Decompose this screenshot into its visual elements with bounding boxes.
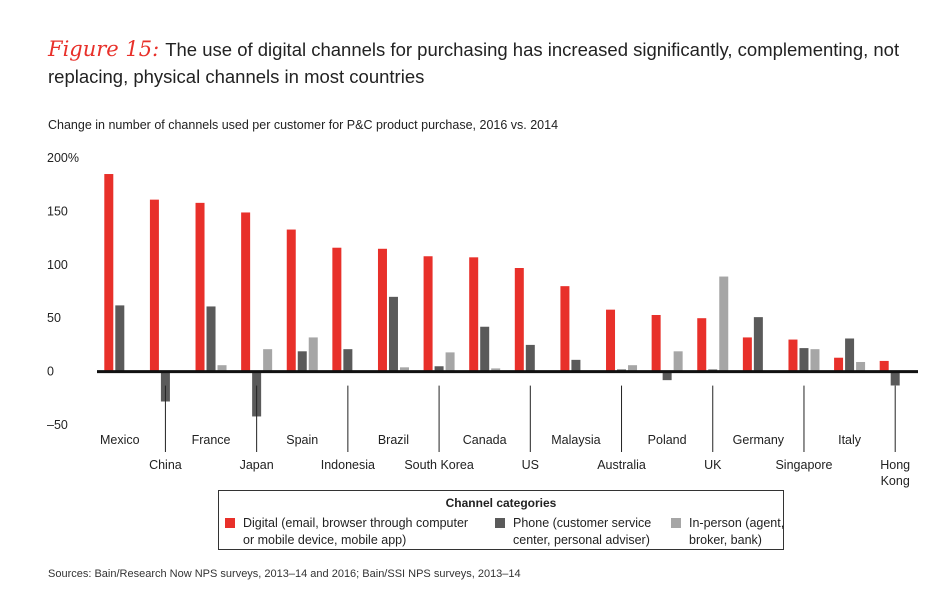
category-label-poland: Poland (648, 433, 687, 447)
category-label-brazil: Brazil (378, 433, 409, 447)
bar-mexico-digital (104, 174, 114, 372)
category-label-china: China (149, 458, 182, 472)
bar-germany-phone (753, 317, 763, 372)
bar-poland-in-person (673, 351, 683, 372)
figure-title-text: The use of digital channels for purchasi… (48, 39, 900, 87)
figure-label: Figure 15: (48, 37, 160, 61)
bar-singapore-in-person (810, 349, 820, 372)
bar-canada-digital (469, 257, 479, 372)
bar-uk-in-person (719, 276, 729, 372)
bar-france-phone (206, 306, 216, 372)
bar-singapore-phone (799, 348, 809, 372)
chart-subtitle: Change in number of channels used per cu… (48, 118, 559, 132)
bar-china-digital (149, 199, 159, 372)
bar-italy-digital (834, 357, 844, 372)
bar-hong-kong-digital (879, 360, 889, 372)
bar-uk-digital (697, 318, 707, 372)
bar-japan-digital (241, 212, 251, 372)
category-label-australia: Australia (597, 458, 646, 472)
category-label-hong-kong: Hong (880, 458, 910, 472)
y-tick-label: 100 (47, 258, 68, 272)
category-label-mexico: Mexico (100, 433, 140, 447)
y-tick-label: 0 (47, 365, 54, 379)
bar-us-phone (525, 344, 535, 372)
legend-digital-line2: or mobile device, mobile app) (243, 533, 407, 547)
category-label-indonesia: Indonesia (321, 458, 375, 472)
bar-australia-in-person (628, 365, 638, 372)
bar-malaysia-digital (560, 286, 570, 372)
bar-france-digital (195, 202, 205, 372)
bar-poland-phone (662, 371, 672, 381)
bar-japan-in-person (263, 349, 273, 372)
bar-germany-digital (742, 337, 752, 372)
legend-digital-line1: Digital (email, browser through computer (243, 516, 469, 530)
y-tick-label: 150 (47, 204, 68, 218)
legend-swatch-phone (495, 518, 505, 528)
bar-south-korea-phone (434, 366, 444, 372)
category-label-malaysia: Malaysia (551, 433, 600, 447)
legend-in-person-line2: broker, bank) (689, 533, 762, 547)
bar-indonesia-digital (332, 247, 342, 372)
bar-hong-kong-phone (890, 371, 900, 386)
bar-brazil-in-person (399, 367, 409, 372)
category-label-spain: Spain (286, 433, 318, 447)
bar-france-in-person (217, 365, 227, 372)
bar-italy-phone (845, 338, 855, 372)
bar-south-korea-in-person (445, 352, 455, 372)
bar-malaysia-phone (571, 359, 581, 372)
bar-brazil-digital (377, 248, 387, 372)
category-label-south-korea: South Korea (404, 458, 474, 472)
chart-legend: Channel categories Digital (email, brows… (218, 490, 784, 550)
category-label-singapore: Singapore (775, 458, 832, 472)
category-label-uk: UK (704, 458, 722, 472)
legend-swatch-in-person (671, 518, 681, 528)
figure-title: Figure 15: The use of digital channels fo… (48, 36, 928, 90)
legend-phone-line1: Phone (customer service (513, 516, 652, 530)
bar-indonesia-phone (343, 349, 353, 372)
category-label-japan: Japan (240, 458, 274, 472)
category-label-italy: Italy (838, 433, 862, 447)
bar-canada-phone (480, 326, 490, 372)
category-label-france: France (192, 433, 231, 447)
bar-singapore-digital (788, 339, 798, 372)
y-tick-label: 200% (47, 151, 79, 165)
source-note: Sources: Bain/Research Now NPS surveys, … (48, 568, 521, 580)
bar-italy-in-person (856, 361, 866, 372)
bar-canada-in-person (491, 368, 501, 372)
legend-title: Channel categories (445, 496, 557, 510)
bar-us-digital (514, 268, 524, 372)
category-label-us: US (522, 458, 539, 472)
bar-poland-digital (651, 314, 661, 372)
bar-spain-digital (286, 229, 296, 372)
category-label-hong-kong: Kong (881, 474, 910, 488)
bar-australia-digital (606, 309, 616, 372)
bar-spain-phone (297, 351, 307, 372)
legend-phone-line2: center, personal adviser) (513, 533, 650, 547)
category-label-germany: Germany (733, 433, 785, 447)
y-tick-label: –50 (47, 418, 68, 432)
bar-mexico-phone (115, 305, 125, 372)
y-tick-label: 50 (47, 311, 61, 325)
category-label-canada: Canada (463, 433, 507, 447)
legend-swatch-digital (225, 518, 235, 528)
bar-spain-in-person (308, 337, 318, 372)
bar-south-korea-digital (423, 256, 433, 372)
legend-in-person-line1: In-person (agent, (689, 516, 785, 530)
bar-brazil-phone (388, 296, 398, 372)
